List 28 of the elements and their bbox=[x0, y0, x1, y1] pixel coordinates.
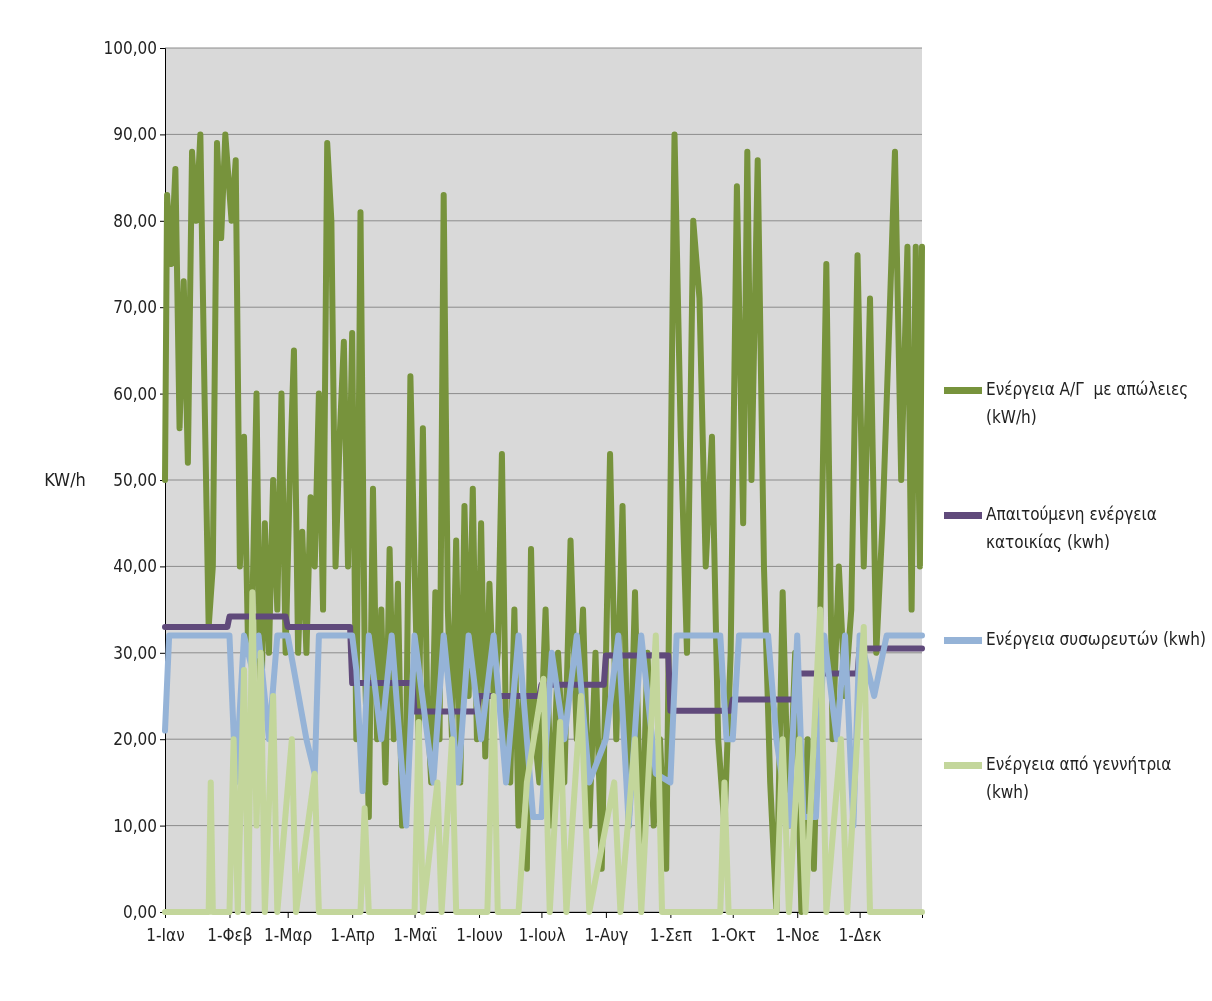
x-tick-label: 1-Ιουν bbox=[456, 925, 503, 946]
x-tick-label: 1-Δεκ bbox=[838, 925, 882, 946]
y-tick-label: 100,00 bbox=[103, 37, 157, 58]
y-tick-label: 60,00 bbox=[113, 383, 157, 404]
y-tick-label: 90,00 bbox=[113, 124, 157, 145]
y-tick-label: 20,00 bbox=[113, 729, 157, 750]
y-tick-label: 30,00 bbox=[113, 642, 157, 663]
x-tick-label: 1-Αυγ bbox=[584, 925, 629, 946]
y-axis-title: KW/h bbox=[44, 469, 86, 490]
legend-label: Απαιτούμενη ενέργεια κατοικίας (kwh) bbox=[985, 503, 1158, 554]
y-tick-label: 10,00 bbox=[113, 815, 157, 836]
x-tick-label: 1-Σεπ bbox=[649, 925, 693, 946]
y-tick-label: 80,00 bbox=[113, 210, 157, 231]
y-tick-label: 50,00 bbox=[113, 469, 157, 490]
legend-label: Ενέργεια Α/Γ με απώλειες (kW/h) bbox=[985, 378, 1190, 429]
x-tick-label: 1-Ιουλ bbox=[518, 925, 566, 946]
y-tick-label: 40,00 bbox=[113, 556, 157, 577]
y-tick-label: 0,00 bbox=[122, 901, 157, 922]
x-tick-label: 1-Φεβ bbox=[207, 925, 253, 946]
x-tick-label: 1-Νοε bbox=[775, 925, 820, 946]
x-tick-label: 1-Μαϊ bbox=[393, 925, 437, 946]
y-tick-label: 70,00 bbox=[113, 297, 157, 318]
legend-label: Ενέργεια συσωρευτών (kwh) bbox=[985, 628, 1206, 651]
x-tick-label: 1-Απρ bbox=[330, 925, 375, 946]
x-tick-label: 1-Μαρ bbox=[264, 925, 313, 946]
legend-label: Ενέργεια από γεννήτρια (kwh) bbox=[985, 753, 1173, 804]
x-tick-label: 1-Οκτ bbox=[710, 925, 757, 946]
x-tick-label: 1-Ιαν bbox=[146, 925, 185, 946]
